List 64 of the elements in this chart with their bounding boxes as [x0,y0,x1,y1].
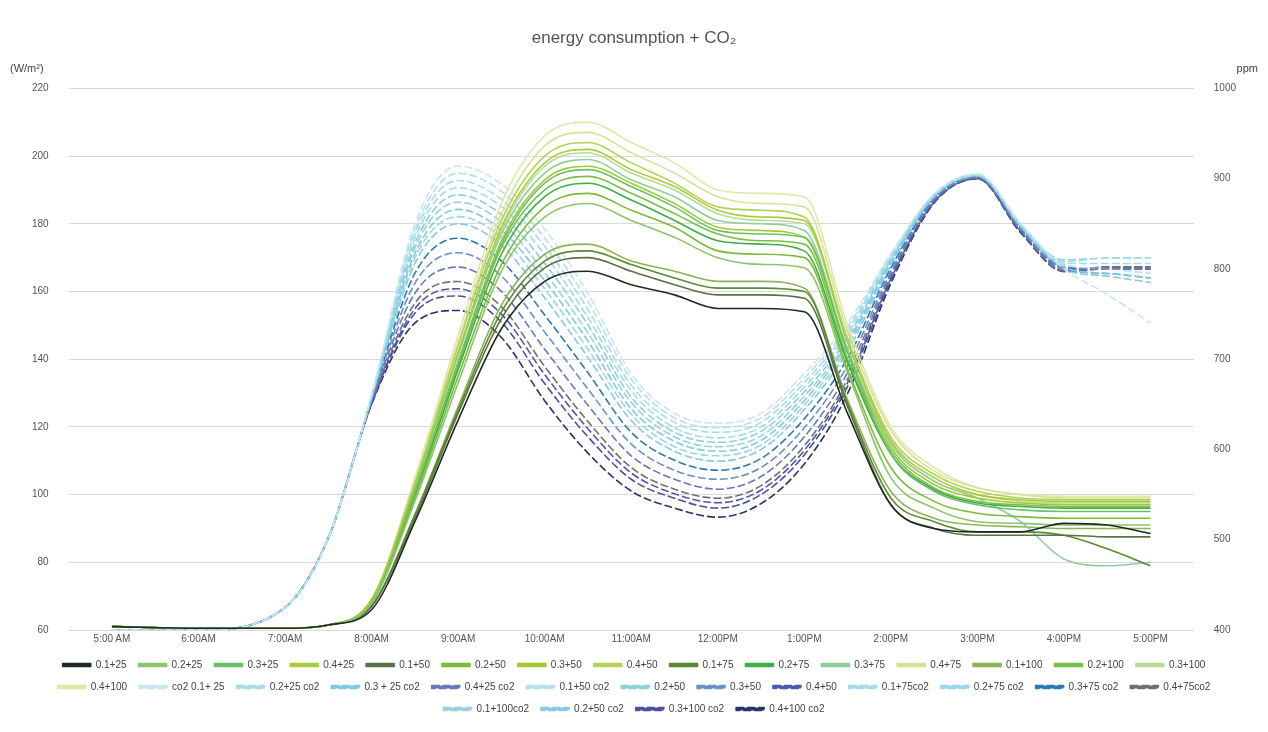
legend-label: 0.3+50 [730,680,762,692]
legend-label: 0.1+75co2 [881,680,930,692]
legend-label: 0.4+100 [90,680,128,692]
legend-label: 0.2+25 [171,658,203,670]
legend-label: 0.1+100 [1006,658,1043,670]
legend-label: 0.3 + 25 co2 [364,680,421,692]
legend-label: 0.2+75 [778,658,810,670]
y-axis-title: (W/m²) [10,61,44,74]
y-tick-label: 160 [32,285,50,297]
x-tick-label: 10:00AM [524,632,565,644]
y2-tick-label: 500 [1213,533,1231,545]
legend-label: 0.3+25 [247,658,279,670]
x-tick-label: 12:00PM [697,632,738,644]
chart-title: energy consumption + CO₂ [531,27,737,47]
legend-label: 0.3+75 [854,658,886,670]
legend-label: 0.4+25 [323,658,355,670]
x-tick-label: 6:00AM [181,632,216,644]
x-tick-label: 2:00PM [873,632,909,644]
legend-label: 0.4+50 [626,658,659,670]
y2-tick-label: 600 [1213,443,1231,455]
y2-tick-label: 900 [1213,172,1231,184]
y-tick-label: 180 [32,217,50,229]
y2-tick-label: 400 [1213,623,1231,635]
y-tick-label: 220 [32,82,50,94]
x-tick-label: 5:00 AM [93,632,131,644]
legend-label: 0.2+25 co2 [269,680,320,692]
x-tick-label: 8:00AM [354,632,389,644]
legend-label: 0.4+75 [930,658,962,670]
x-tick-label: 11:00AM [611,632,651,644]
legend-label: 0.1+50 [399,658,431,670]
y-tick-label: 100 [32,488,50,500]
legend-label: 0.2+75 co2 [973,680,1025,692]
legend-label: 0.1+50 co2 [559,680,610,692]
y-tick-label: 80 [37,556,50,568]
y2-tick-label: 700 [1213,352,1231,364]
y2-tick-label: 800 [1213,262,1231,274]
x-tick-label: 1:00PM [787,632,822,644]
legend-label: 0.1+75 [702,658,734,670]
legend-label: 0.4+50 [805,680,838,692]
legend-label: 0.1+25 [95,658,127,670]
x-tick-label: 5:00PM [1133,632,1168,644]
legend-label: 0.2+50 [475,658,507,670]
legend-label: 0.4+100 co2 [769,702,825,714]
legend-label: 0.3+50 [550,658,583,670]
legend-label: 0.4+25 co2 [464,680,515,692]
x-tick-label: 3:00PM [960,632,995,644]
x-tick-label: 9:00AM [440,632,476,644]
legend-label: 0.2+50 co2 [574,702,625,714]
y-tick-label: 140 [32,352,50,364]
legend-label: 0.2+100 [1087,658,1125,670]
y2-axis-title: ppm [1236,61,1258,74]
legend-label: 0.4+75co2 [1163,680,1211,692]
legend-label: 0.3+75 co2 [1068,680,1119,692]
y2-tick-label: 1000 [1213,82,1237,94]
legend-label: 0.1+100co2 [476,702,530,714]
y-tick-label: 120 [32,420,50,432]
legend-label: 0.2+50 [654,680,686,692]
x-tick-label: 4:00PM [1046,632,1082,644]
legend-label: co2 0.1+ 25 [172,680,226,692]
legend-label: 0.3+100 co2 [668,702,725,714]
legend-label: 0.3+100 [1168,658,1206,670]
y-tick-label: 200 [32,149,50,161]
y-tick-label: 60 [37,623,50,635]
x-tick-label: 7:00AM [267,632,303,644]
